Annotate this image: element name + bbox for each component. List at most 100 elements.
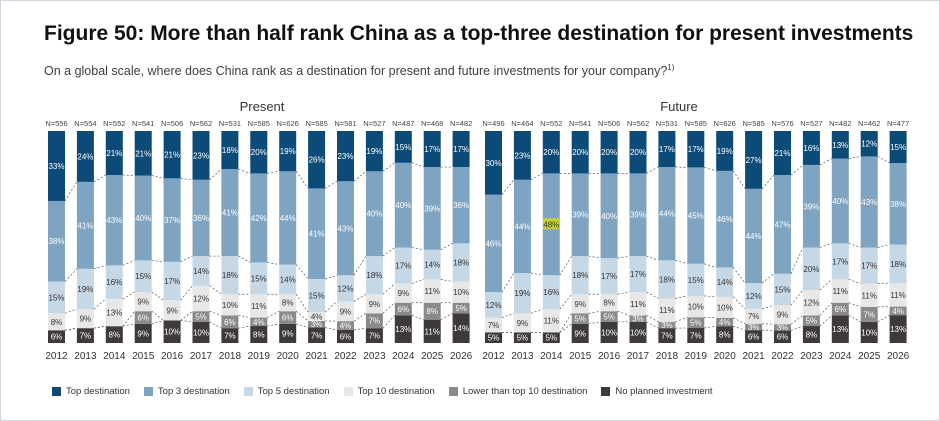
sample-size-label: N=626 xyxy=(277,119,299,128)
data-label: 13% xyxy=(890,325,906,334)
bar-segment xyxy=(394,283,412,303)
bar-segment xyxy=(600,131,618,174)
bar-segment xyxy=(860,283,878,307)
bar-segment xyxy=(485,332,502,343)
bar-segment xyxy=(192,321,210,343)
data-label: 17% xyxy=(164,277,180,286)
bar-segment xyxy=(774,305,791,325)
data-label: 10% xyxy=(861,328,877,337)
data-label: 42% xyxy=(251,214,267,223)
connector-line xyxy=(151,291,164,301)
connector-line xyxy=(180,178,193,181)
connector-line xyxy=(411,279,424,284)
connector-line xyxy=(64,181,78,202)
bar-segment xyxy=(163,261,181,301)
year-tick-label: 2017 xyxy=(190,351,213,362)
connector-line xyxy=(296,323,309,328)
footnote-mark: 1) xyxy=(667,63,675,72)
year-tick-label: 2015 xyxy=(132,351,155,362)
year-tick-label: 2013 xyxy=(74,351,97,362)
data-label: 9% xyxy=(166,306,178,315)
connector-line xyxy=(617,255,630,259)
bar-segment xyxy=(774,273,791,306)
data-label: 7% xyxy=(863,310,875,319)
bar-segment xyxy=(134,292,152,312)
bar-segment xyxy=(308,327,326,343)
connector-line xyxy=(122,310,135,327)
connector-line xyxy=(790,315,804,325)
bar-segment xyxy=(658,131,676,168)
data-label: 7% xyxy=(748,312,760,321)
year-tick-label: 2021 xyxy=(305,351,328,362)
data-label: 11% xyxy=(424,287,439,296)
bar-segment xyxy=(48,313,65,331)
data-label: 40% xyxy=(832,197,848,206)
bar-segment xyxy=(452,243,470,282)
data-label: 20% xyxy=(601,148,617,157)
bar-segment xyxy=(279,323,297,343)
data-label: 5% xyxy=(546,334,558,343)
sample-size-label: N=556 xyxy=(45,119,67,128)
bar-segment xyxy=(394,247,412,284)
data-label: 9% xyxy=(398,289,410,298)
data-label: 14% xyxy=(424,261,440,270)
connector-line xyxy=(295,264,309,280)
connector-line xyxy=(267,262,280,265)
data-label: 8% xyxy=(806,331,818,340)
connector-line xyxy=(877,156,890,164)
data-label: 39% xyxy=(424,204,440,213)
legend-swatch xyxy=(143,387,153,396)
bar-segment xyxy=(571,313,589,324)
data-label: 15% xyxy=(395,143,411,152)
connector-line xyxy=(93,174,106,183)
connector-line xyxy=(501,179,515,195)
year-tick-label: 2022 xyxy=(771,351,794,362)
legend-label: Top 10 destination xyxy=(357,386,435,397)
bar-segment xyxy=(600,294,618,312)
connector-line xyxy=(267,310,280,318)
bar-segment xyxy=(221,169,239,257)
connector-line xyxy=(238,168,251,174)
connector-line xyxy=(353,293,367,302)
bar-segment xyxy=(76,268,94,310)
connector-line xyxy=(790,289,804,306)
data-label: 6% xyxy=(51,333,63,342)
data-label: 12% xyxy=(861,140,877,149)
bar-segment xyxy=(513,313,531,333)
bar-segment xyxy=(134,260,152,293)
data-label: 8% xyxy=(426,307,438,316)
bar-segment xyxy=(745,308,763,324)
sample-size-label: N=477 xyxy=(887,119,909,128)
bar-segment xyxy=(485,131,502,195)
data-label: 5% xyxy=(488,334,500,343)
legend-swatch xyxy=(343,387,353,396)
bar-segment xyxy=(76,309,94,329)
data-label: 14% xyxy=(717,278,733,287)
connector-line xyxy=(732,170,746,190)
data-label: 9% xyxy=(517,319,529,328)
bar-segment xyxy=(860,306,878,322)
bar-segment xyxy=(394,162,412,248)
legend-label: No planned investment xyxy=(615,386,713,397)
bar-segment xyxy=(423,302,441,320)
bar-segment xyxy=(308,320,326,328)
data-label: 7% xyxy=(488,321,500,330)
highlight-box xyxy=(542,218,560,230)
year-tick-label: 2012 xyxy=(482,351,505,362)
data-label: 46% xyxy=(717,215,733,224)
bar-segment xyxy=(629,321,647,343)
data-label: 38% xyxy=(48,237,64,246)
bar-segment xyxy=(658,260,676,299)
data-label: 18% xyxy=(222,271,238,280)
sample-size-label: N=527 xyxy=(800,119,822,128)
bar-segment xyxy=(394,131,412,163)
data-label: 19% xyxy=(77,285,93,294)
data-label: 16% xyxy=(543,288,559,297)
bar-segment xyxy=(48,330,65,343)
data-label: 7% xyxy=(224,332,236,341)
connector-line xyxy=(180,310,193,321)
data-label: 41% xyxy=(77,221,93,230)
bar-segment xyxy=(889,306,907,316)
bar-segment xyxy=(163,131,181,179)
data-label: 4% xyxy=(719,318,731,327)
